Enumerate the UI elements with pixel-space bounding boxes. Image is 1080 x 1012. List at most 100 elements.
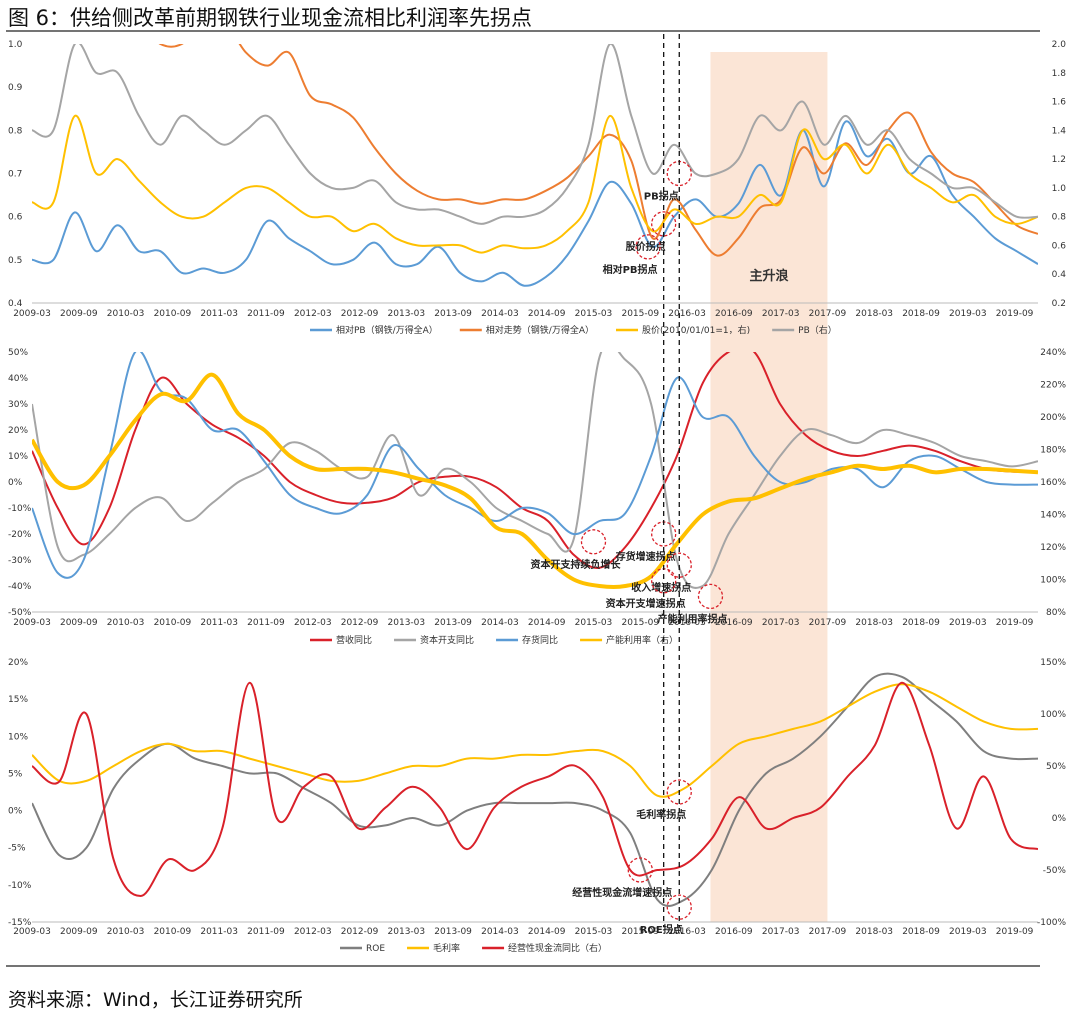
x-tick-label: 2015-09: [621, 927, 659, 937]
series-group: [32, 352, 1038, 590]
x-tick-label: 2015-03: [575, 927, 613, 937]
y-tick-label: 40%: [8, 374, 28, 384]
annotation-label: 收入增速拐点: [631, 581, 691, 594]
x-tick-label: 2010-03: [107, 927, 145, 937]
y2-tick-label: 50%: [1046, 762, 1066, 772]
legend-label: 产能利用率（右）: [606, 634, 678, 646]
x-tick-label: 2010-09: [154, 618, 192, 628]
x-tick-label: 2014-03: [481, 618, 519, 628]
turning-point-marker: [666, 779, 692, 805]
y2-tick-label: 0%: [1052, 814, 1067, 824]
x-tick-label: 2014-09: [528, 618, 566, 628]
y-tick-label: 15%: [8, 695, 28, 705]
y2-tick-label: 150%: [1040, 658, 1066, 668]
x-tick-label: 2011-09: [247, 309, 285, 319]
x-tick-label: 2012-03: [294, 927, 332, 937]
series-group: [32, 672, 1038, 907]
y-tick-label: -30%: [8, 556, 32, 566]
x-tick-label: 2013-09: [434, 618, 472, 628]
annotation-label: 资本开支持续负增长: [530, 558, 621, 571]
series-line-2: [32, 683, 1038, 798]
x-tick-label: 2014-03: [481, 309, 519, 319]
x-tick-label: 2012-03: [294, 309, 332, 319]
y-tick-label: 0%: [8, 807, 23, 817]
x-tick-label: 2017-09: [809, 927, 847, 937]
series-line-1: [32, 672, 1038, 907]
x-tick-label: 2014-03: [481, 927, 519, 937]
legend-label: 毛利率: [433, 942, 460, 954]
x-tick-label: 2013-03: [388, 618, 426, 628]
x-tick-label: 2012-09: [341, 309, 379, 319]
x-tick-label: 2013-09: [434, 927, 472, 937]
x-tick-label: 2009-03: [13, 309, 51, 319]
y-tick-label: 0.9: [8, 83, 23, 93]
x-tick-label: 2011-03: [200, 927, 238, 937]
highlight-label: 主升浪: [749, 268, 788, 284]
y2-tick-label: 0.4: [1052, 270, 1067, 280]
y2-tick-label: 2.0: [1052, 40, 1067, 50]
y2-tick-label: 140%: [1040, 511, 1066, 521]
x-tick-label: 2013-03: [388, 927, 426, 937]
x-tick-label: 2012-09: [341, 927, 379, 937]
x-tick-label: 2012-03: [294, 618, 332, 628]
x-tick-label: 2011-09: [247, 927, 285, 937]
x-tick-label: 2010-03: [107, 618, 145, 628]
figure-title: 图 6：供给侧改革前期钢铁行业现金流相比利润率先拐点: [8, 6, 533, 30]
x-tick-label: 2009-03: [13, 927, 51, 937]
highlight-band: [710, 52, 828, 922]
series-line-3: [32, 114, 1038, 254]
x-tick-label: 2013-03: [388, 309, 426, 319]
x-tick-label: 2019-09: [996, 309, 1034, 319]
turning-point-marker: [635, 234, 661, 260]
y-tick-label: 1.0: [8, 40, 23, 50]
turning-point-marker: [666, 552, 692, 578]
y2-tick-label: 1.6: [1052, 98, 1067, 108]
legend-label: 存货同比: [522, 634, 558, 646]
x-tick-label: 2017-03: [762, 309, 800, 319]
y-tick-label: -10%: [8, 504, 32, 514]
x-tick-label: 2010-09: [154, 927, 192, 937]
y-tick-label: 0.4: [8, 299, 23, 309]
annotation-label: 经营性现金流增速拐点: [572, 886, 672, 899]
legend-label: 相对PB（钢铁/万得全A）: [336, 324, 438, 336]
annotation-label: 股价拐点: [626, 240, 666, 253]
series-line-3: [32, 352, 1038, 579]
y-tick-label: 10%: [8, 452, 28, 462]
x-tick-label: 2016-03: [668, 927, 706, 937]
x-tick-label: 2011-09: [247, 618, 285, 628]
x-tick-label: 2011-03: [200, 309, 238, 319]
y-tick-label: -10%: [8, 881, 32, 891]
x-tick-label: 2010-03: [107, 309, 145, 319]
x-tick-label: 2009-09: [60, 309, 98, 319]
y-tick-label: -20%: [8, 530, 32, 540]
series-line-3: [32, 681, 1038, 897]
x-tick-label: 2015-09: [621, 618, 659, 628]
y-tick-label: 30%: [8, 400, 28, 410]
y2-tick-label: 1.0: [1052, 184, 1067, 194]
y-tick-label: 0.6: [8, 213, 23, 223]
y2-tick-label: 180%: [1040, 446, 1066, 456]
x-tick-label: 2019-03: [949, 618, 987, 628]
y2-tick-label: 0.8: [1052, 213, 1067, 223]
x-tick-label: 2017-09: [809, 618, 847, 628]
y2-tick-label: 100%: [1040, 710, 1066, 720]
annotation-label: 存货增速拐点: [616, 550, 676, 563]
x-tick-label: 2015-03: [575, 618, 613, 628]
series-group: [32, 44, 1038, 287]
annotation-label: 产能利用率拐点: [657, 612, 727, 625]
annotation-label: 相对PB拐点: [603, 263, 658, 276]
y-tick-label: -40%: [8, 582, 32, 592]
y2-tick-label: 80%: [1046, 608, 1066, 618]
turning-point-marker: [697, 583, 724, 610]
series-line-2: [158, 44, 1038, 257]
turning-point-marker: [580, 529, 607, 555]
x-tick-label: 2013-09: [434, 309, 472, 319]
y-tick-label: 20%: [8, 426, 28, 436]
y2-tick-label: 160%: [1040, 478, 1066, 488]
annotation-label: 资本开支增速拐点: [606, 597, 686, 610]
series-line-4: [32, 44, 1038, 225]
y2-tick-label: 120%: [1040, 543, 1066, 553]
x-tick-label: 2019-09: [996, 927, 1034, 937]
